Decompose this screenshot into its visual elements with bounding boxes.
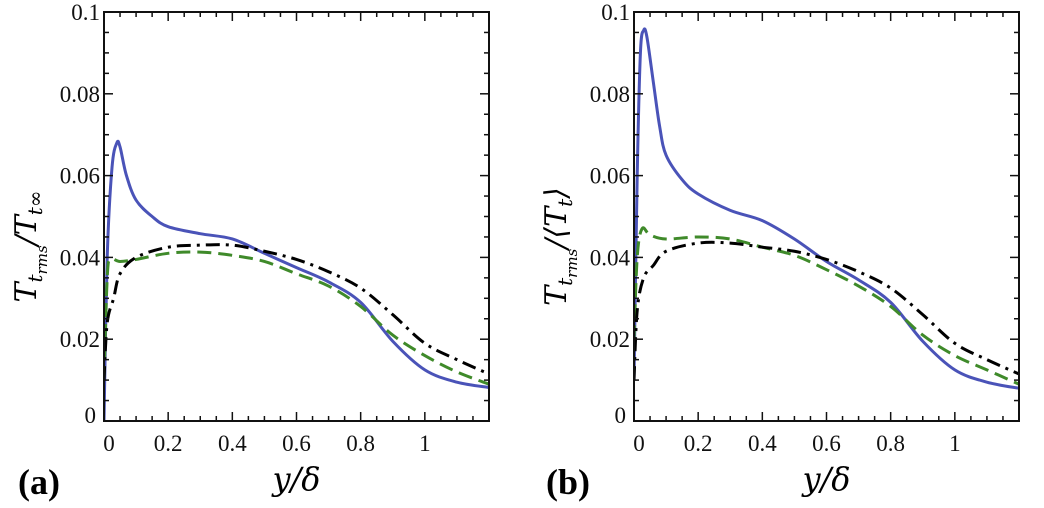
x-axis-label: y/δ: [270, 460, 320, 498]
y-tick-label: 0: [615, 403, 627, 428]
panel-label: (a): [18, 462, 60, 502]
x-tick-label: 0.8: [876, 431, 905, 456]
x-tick-label: 1: [419, 431, 431, 456]
series-line-dashed: [634, 226, 1019, 386]
series-line-solid: [634, 27, 1019, 390]
y-label-sep: /: [9, 232, 44, 248]
x-tick-label: 0: [103, 431, 115, 456]
y-tick-label: 0.1: [601, 0, 630, 25]
y-label-num-subsub: rms: [563, 248, 581, 277]
x-tick-label: 0.4: [218, 431, 247, 456]
y-label-num-subsub: rms: [33, 245, 51, 274]
x-tick-label: 0.6: [812, 431, 841, 456]
x-tick-label: 0.4: [748, 431, 777, 456]
panel-label: (b): [546, 462, 590, 502]
x-tick-label: 1: [949, 431, 961, 456]
y-tick-label: 0.06: [590, 164, 630, 189]
y-label-num-sub: t: [23, 273, 47, 282]
y-label-num: T: [9, 280, 44, 302]
y-label-num-sub: t: [553, 277, 577, 286]
y-label-num: T: [539, 284, 574, 306]
y-label-den: ⟨T: [539, 205, 574, 239]
x-tick-label: 0: [633, 431, 645, 456]
x-tick-label: 0.2: [684, 431, 713, 456]
x-tick-label: 0.8: [346, 431, 375, 456]
y-label-den: T: [9, 213, 44, 235]
y-tick-label: 0.02: [60, 327, 100, 352]
series-line-dashed: [104, 250, 489, 386]
y-label-den-sub: t: [553, 198, 577, 207]
y-axis-label: Ttrms/Tt∞: [9, 191, 51, 303]
series-line-solid: [104, 139, 489, 421]
y-axis-label: Ttrms/⟨Tt⟩: [539, 187, 581, 306]
y-tick-label: 0.08: [590, 82, 630, 107]
y-label-den-sub: t∞: [23, 191, 47, 216]
y-tick-label: 0.02: [590, 327, 630, 352]
x-axis-label: y/δ: [800, 460, 850, 498]
x-tick-label: 0.2: [154, 431, 183, 456]
y-label-sep: /: [539, 236, 574, 252]
chart-panel-b: 0 0.2 0.4 0.6 0.8 1 0 0.02 0.04 0.06 0.08 0.1 (b) y/δ…: [539, 0, 1020, 502]
y-tick-label: 0.1: [71, 0, 100, 25]
y-label-den-close: ⟩: [539, 187, 574, 200]
y-tick-label: 0: [85, 403, 97, 428]
y-tick-label: 0.06: [60, 164, 100, 189]
y-tick-label: 0.04: [60, 245, 101, 270]
y-tick-label: 0.08: [60, 82, 100, 107]
y-tick-label: 0.04: [590, 245, 631, 270]
series-line-dash-dot: [104, 243, 489, 381]
chart-panel-a: 0 0.2 0.4 0.6 0.8 1 0 0.02 0.04 0.06 0.08 0.1 (a) y/δ…: [9, 0, 490, 502]
x-tick-label: 0.6: [282, 431, 311, 456]
